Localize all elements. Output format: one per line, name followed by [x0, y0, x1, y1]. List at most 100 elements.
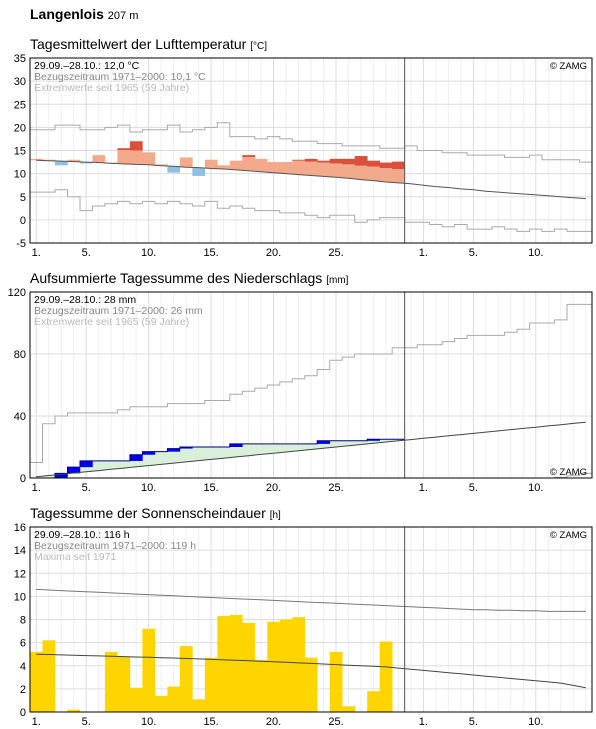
x-tick-label: 1. — [32, 716, 41, 728]
y-tick-label: 12 — [14, 568, 26, 580]
temperature-bar — [79, 162, 93, 164]
x-tick-label: 1. — [32, 482, 41, 494]
x-tick-label: 5. — [82, 247, 91, 259]
y-tick-label: 14 — [14, 545, 26, 557]
temperature-bar-strong — [329, 158, 343, 164]
temperature-bar — [267, 162, 281, 173]
temperature-bar — [192, 167, 206, 176]
temperature-bar-strong — [117, 148, 131, 151]
x-tick-label: 10. — [528, 247, 543, 259]
x-tick-label: 5. — [469, 482, 478, 494]
sunshine-bar — [129, 687, 143, 712]
precipitation-increment-bar — [67, 467, 81, 474]
y-tick-label: 120 — [8, 287, 26, 299]
temperature-bar — [342, 164, 356, 179]
temperature-bar — [317, 162, 331, 177]
info-line-3: Extremwerte seit 1965 (59 Jahre) — [34, 316, 189, 328]
temperature-bar-strong — [292, 159, 306, 161]
extreme-max-line — [30, 122, 592, 163]
sunshine-bar — [42, 640, 56, 712]
precipitation-unit: [mm] — [326, 275, 349, 286]
y-tick-label: 40 — [14, 411, 26, 423]
temperature-bar-strong — [379, 162, 393, 169]
x-tick-label: 5. — [469, 247, 478, 259]
temperature-bar — [92, 155, 106, 163]
sunshine-bar — [67, 709, 81, 712]
temperature-bar — [367, 166, 380, 181]
temperature-bar — [392, 169, 405, 183]
sunshine-bar — [292, 617, 306, 712]
temperature-bar — [217, 165, 231, 169]
precipitation-increment-bar — [54, 473, 68, 478]
precipitation-increment-bar — [167, 448, 181, 452]
temperature-bar-strong — [367, 160, 380, 167]
info-line-1: 29.09.–28.10.: 116 h — [34, 529, 130, 541]
sunshine-climate-line — [36, 653, 586, 689]
precipitation-increment-bar — [229, 443, 243, 447]
x-tick-label: 1. — [419, 482, 428, 494]
temperature-bar — [129, 150, 143, 165]
cumulative-actual-line — [30, 438, 405, 479]
extreme-max-line — [30, 303, 592, 463]
x-tick-label: 10. — [528, 716, 543, 728]
temperature-bar-strong — [342, 158, 356, 165]
x-tick-label: 15. — [203, 482, 218, 494]
precipitation-increment-bar — [129, 454, 143, 461]
precipitation-increment-bar — [317, 440, 331, 444]
temperature-bar — [354, 165, 368, 180]
precipitation-increment-bar — [79, 460, 93, 468]
y-tick-label: 10 — [14, 169, 26, 181]
y-tick-label: 30 — [14, 76, 26, 88]
temperature-bar-strong — [392, 161, 405, 169]
sunshine-bar — [304, 657, 318, 712]
temperature-bar — [117, 150, 131, 164]
sunshine-bar — [142, 628, 156, 712]
sunshine-bar — [217, 616, 231, 712]
sunshine-bar — [154, 695, 168, 712]
info-line-3: Maxima seit 1971 — [34, 551, 116, 563]
plot-frame — [29, 526, 593, 713]
x-tick-label: 1. — [419, 716, 428, 728]
y-tick-label: 20 — [14, 122, 26, 134]
sunshine-unit: [h] — [269, 510, 281, 521]
y-tick-label: 5 — [20, 192, 26, 204]
temperature-bar — [154, 164, 168, 166]
temperature-bar — [304, 161, 318, 176]
sunshine-maxima-line — [36, 588, 586, 612]
x-tick-label: 20. — [266, 482, 281, 494]
temperature-bar-strong — [354, 156, 368, 166]
y-tick-label: 8 — [20, 615, 26, 627]
y-tick-label: 0 — [20, 215, 26, 227]
temperature-bar-strong — [304, 158, 318, 162]
sunshine-bar — [229, 614, 243, 712]
credit-label: © ZAMG — [550, 61, 587, 72]
info-line-2: Bezugszeitraum 1971–2000: 26 mm — [34, 305, 203, 317]
temperature-bar — [167, 166, 181, 173]
sunshine-title-text: Tagessumme der Sonnenscheindauer — [30, 505, 266, 521]
sunshine-bar — [367, 691, 380, 712]
temperature-bar — [67, 159, 81, 162]
temperature-bar — [179, 157, 193, 168]
x-tick-label: 15. — [203, 716, 218, 728]
precipitation-increment-bar — [179, 447, 193, 449]
temperature-bar — [30, 158, 43, 161]
temperature-bar-strong — [317, 160, 331, 163]
y-tick-label: 0 — [20, 473, 26, 485]
temperature-bar — [254, 158, 268, 172]
x-tick-label: 5. — [82, 716, 91, 728]
temperature-unit: [°C] — [250, 41, 267, 52]
sunshine-bar — [117, 656, 131, 712]
temperature-title-text: Tagesmittelwert der Lufttemperatur — [30, 36, 247, 52]
y-tick-label: 10 — [14, 591, 26, 603]
temperature-panel-title: Tagesmittelwert der Lufttemperatur [°C] — [30, 36, 267, 52]
credit-label: © ZAMG — [550, 467, 587, 478]
precipitation-surplus-area — [30, 439, 405, 478]
sunshine-bar — [179, 646, 193, 712]
x-tick-label: 20. — [266, 716, 281, 728]
info-line-1: 29.09.–28.10.: 28 mm — [34, 294, 136, 306]
precipitation-increment-bar — [367, 439, 380, 441]
x-tick-label: 25. — [328, 247, 343, 259]
x-tick-label: 15. — [203, 247, 218, 259]
sunshine-bar — [342, 706, 356, 712]
temperature-bar — [204, 159, 218, 169]
